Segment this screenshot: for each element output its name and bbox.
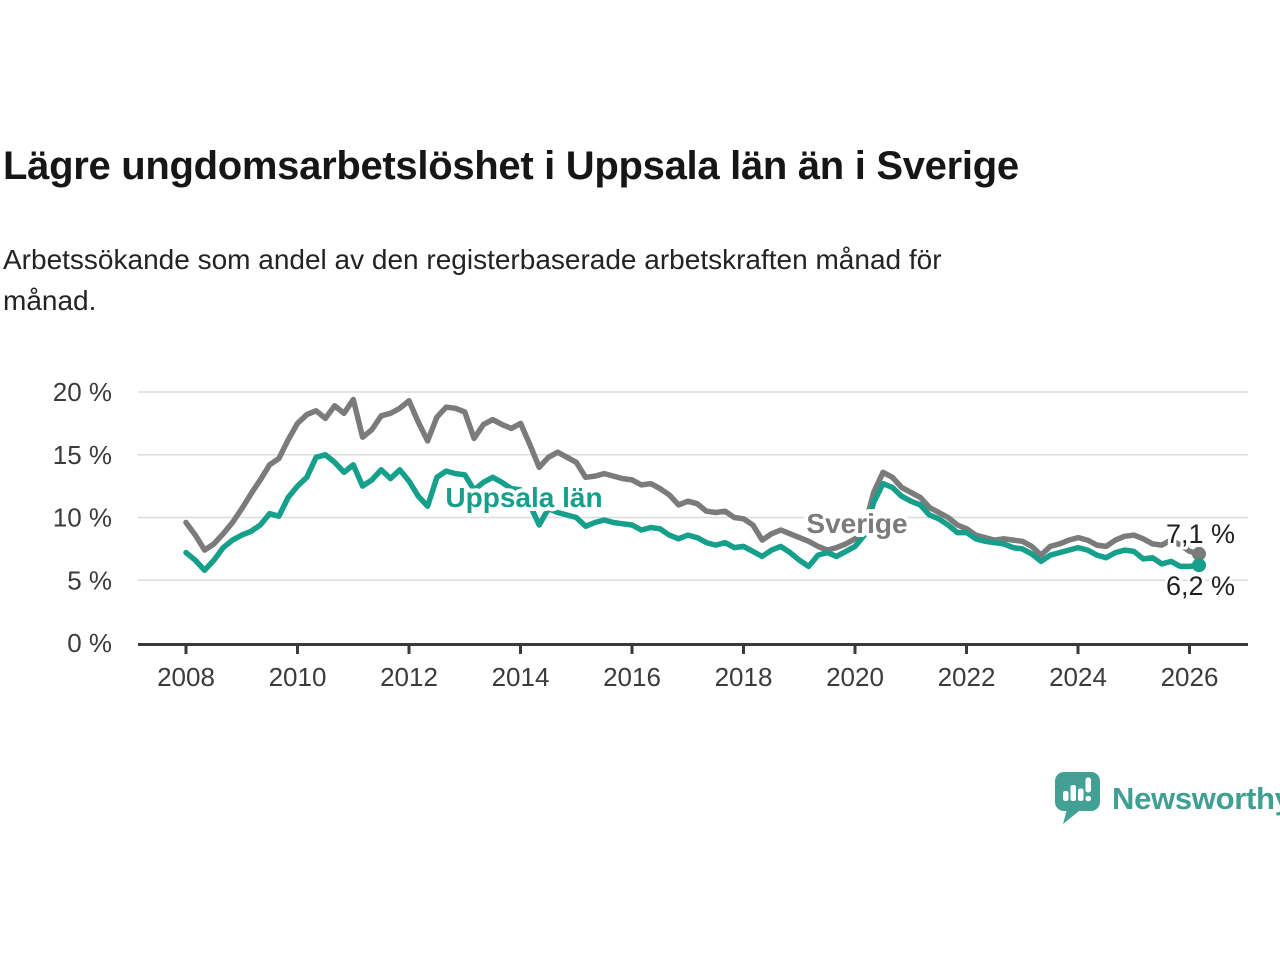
newsworthy-logo-icon xyxy=(1055,772,1100,824)
x-axis-tick-label: 2016 xyxy=(603,662,661,692)
page-subtitle: Arbetssökande som andel av den registerb… xyxy=(3,239,942,321)
y-axis-tick-label: 10 % xyxy=(53,503,112,533)
sverige-line-series xyxy=(183,396,1202,558)
page-title: Lägre ungdomsarbetslöshet i Uppsala län … xyxy=(3,144,1019,188)
uppsala-lan-end-dot xyxy=(1192,558,1206,573)
x-axis-tick-label: 2020 xyxy=(826,662,884,692)
sverige-series-label: Sverige xyxy=(806,508,907,539)
y-axis-tick-label: 15 % xyxy=(53,440,112,470)
y-axis-tick-label: 20 % xyxy=(53,377,112,407)
x-axis-tick-label: 2018 xyxy=(715,662,773,692)
sverige-end-value-label: 7,1 % xyxy=(1166,519,1235,549)
x-axis-tick-label: 2014 xyxy=(492,662,550,692)
newsworthy-logo: Newsworthy xyxy=(1054,771,1280,826)
x-axis-tick-label: 2012 xyxy=(380,662,438,692)
uppsala-lan-end-value-label: 6,2 % xyxy=(1166,571,1235,601)
newsworthy-logo-text: Newsworthy xyxy=(1112,780,1280,816)
x-axis-tick-label: 2024 xyxy=(1049,662,1107,692)
x-axis-tick-label: 2008 xyxy=(157,662,215,692)
x-axis-tick-label: 2022 xyxy=(938,662,996,692)
page-subtitle-line2: månad. xyxy=(3,285,97,316)
sverige-end-dot xyxy=(1192,546,1206,561)
uppsala-lan-line-series xyxy=(183,452,1202,573)
y-axis-tick-label: 0 % xyxy=(67,628,112,658)
x-axis-tick-label: 2026 xyxy=(1161,662,1219,692)
page-subtitle-line1: Arbetssökande som andel av den registerb… xyxy=(3,244,942,275)
uppsala-lan-series-label: Uppsala län xyxy=(445,482,602,513)
speech-bubble-shape xyxy=(1055,772,1100,824)
x-axis-tick-label: 2010 xyxy=(269,662,327,692)
y-axis-tick-label: 5 % xyxy=(67,565,112,595)
